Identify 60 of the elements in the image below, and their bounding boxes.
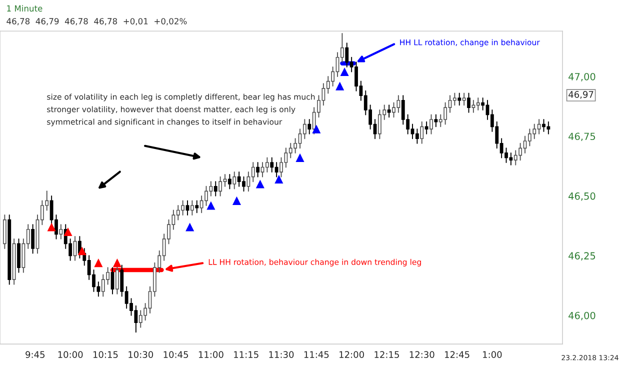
candlestick: [59, 224, 63, 240]
x-tick-label: 11:45: [304, 351, 329, 358]
x-tick-label: 10:30: [128, 351, 154, 358]
x-tick-label: 12:15: [374, 351, 399, 358]
candlestick: [434, 114, 438, 128]
candlestick: [232, 172, 236, 190]
chart-subtitle: 46,78 46,79 46,78 46,78 +0,01 +0,02%: [6, 18, 187, 26]
candlestick: [115, 264, 119, 294]
point: [274, 174, 284, 184]
text: 46,97: [568, 91, 594, 99]
point: [78, 246, 86, 256]
candlestick: [458, 92, 462, 106]
point: [64, 227, 72, 236]
point: [206, 201, 216, 210]
candlestick: [256, 162, 260, 178]
candlestick: [430, 114, 433, 134]
y-tick-label: 47,00: [568, 72, 596, 82]
y-tick-label: 46,75: [568, 132, 596, 142]
candlestick: [228, 174, 232, 190]
x-tick-label: 10:00: [58, 351, 83, 358]
x-tick-label: 12:45: [445, 351, 470, 358]
x-tick-label: 11:15: [234, 351, 258, 358]
candlestick: [452, 92, 456, 106]
candlestick: [462, 92, 466, 106]
point: [296, 153, 304, 162]
y-tick-label: 46,25: [568, 252, 596, 260]
x-tick-label: 11:30: [269, 351, 294, 358]
point: [232, 196, 241, 205]
point: [340, 67, 349, 76]
candlestick: [190, 200, 194, 216]
point: [336, 82, 344, 90]
x-tick-label: 12:30: [410, 351, 434, 358]
x-tick-label: 12:00: [340, 351, 364, 358]
candlestick: [424, 121, 428, 134]
candlestick: [308, 119, 312, 134]
point: [312, 124, 321, 134]
candlestick: [467, 92, 470, 113]
point: [94, 258, 103, 268]
candlestick: [218, 176, 222, 196]
candlestick: [387, 104, 391, 118]
chart-title: 1 Minute: [7, 5, 42, 12]
candlestick: [415, 128, 419, 144]
x-tick-label: 11:00: [198, 351, 224, 358]
x-tick-label: 10:45: [164, 351, 188, 358]
x-tick-label: 1:00: [483, 351, 502, 358]
point: [186, 222, 194, 232]
candlestick: [265, 157, 269, 173]
point: [47, 222, 56, 232]
point: [112, 258, 122, 268]
candlestick: [31, 224, 35, 254]
candlestick: [420, 121, 424, 144]
candlestick: [17, 238, 20, 273]
candlestick: [214, 181, 218, 196]
point: [256, 180, 264, 188]
y-tick-label: 46,50: [568, 192, 596, 201]
x-tick-label: 9:45: [26, 351, 45, 358]
x-tick-label: 10:15: [93, 351, 118, 358]
candlestick: [195, 200, 199, 214]
y-tick-label: 46,00: [568, 312, 596, 320]
candlestick: [2, 214, 6, 249]
